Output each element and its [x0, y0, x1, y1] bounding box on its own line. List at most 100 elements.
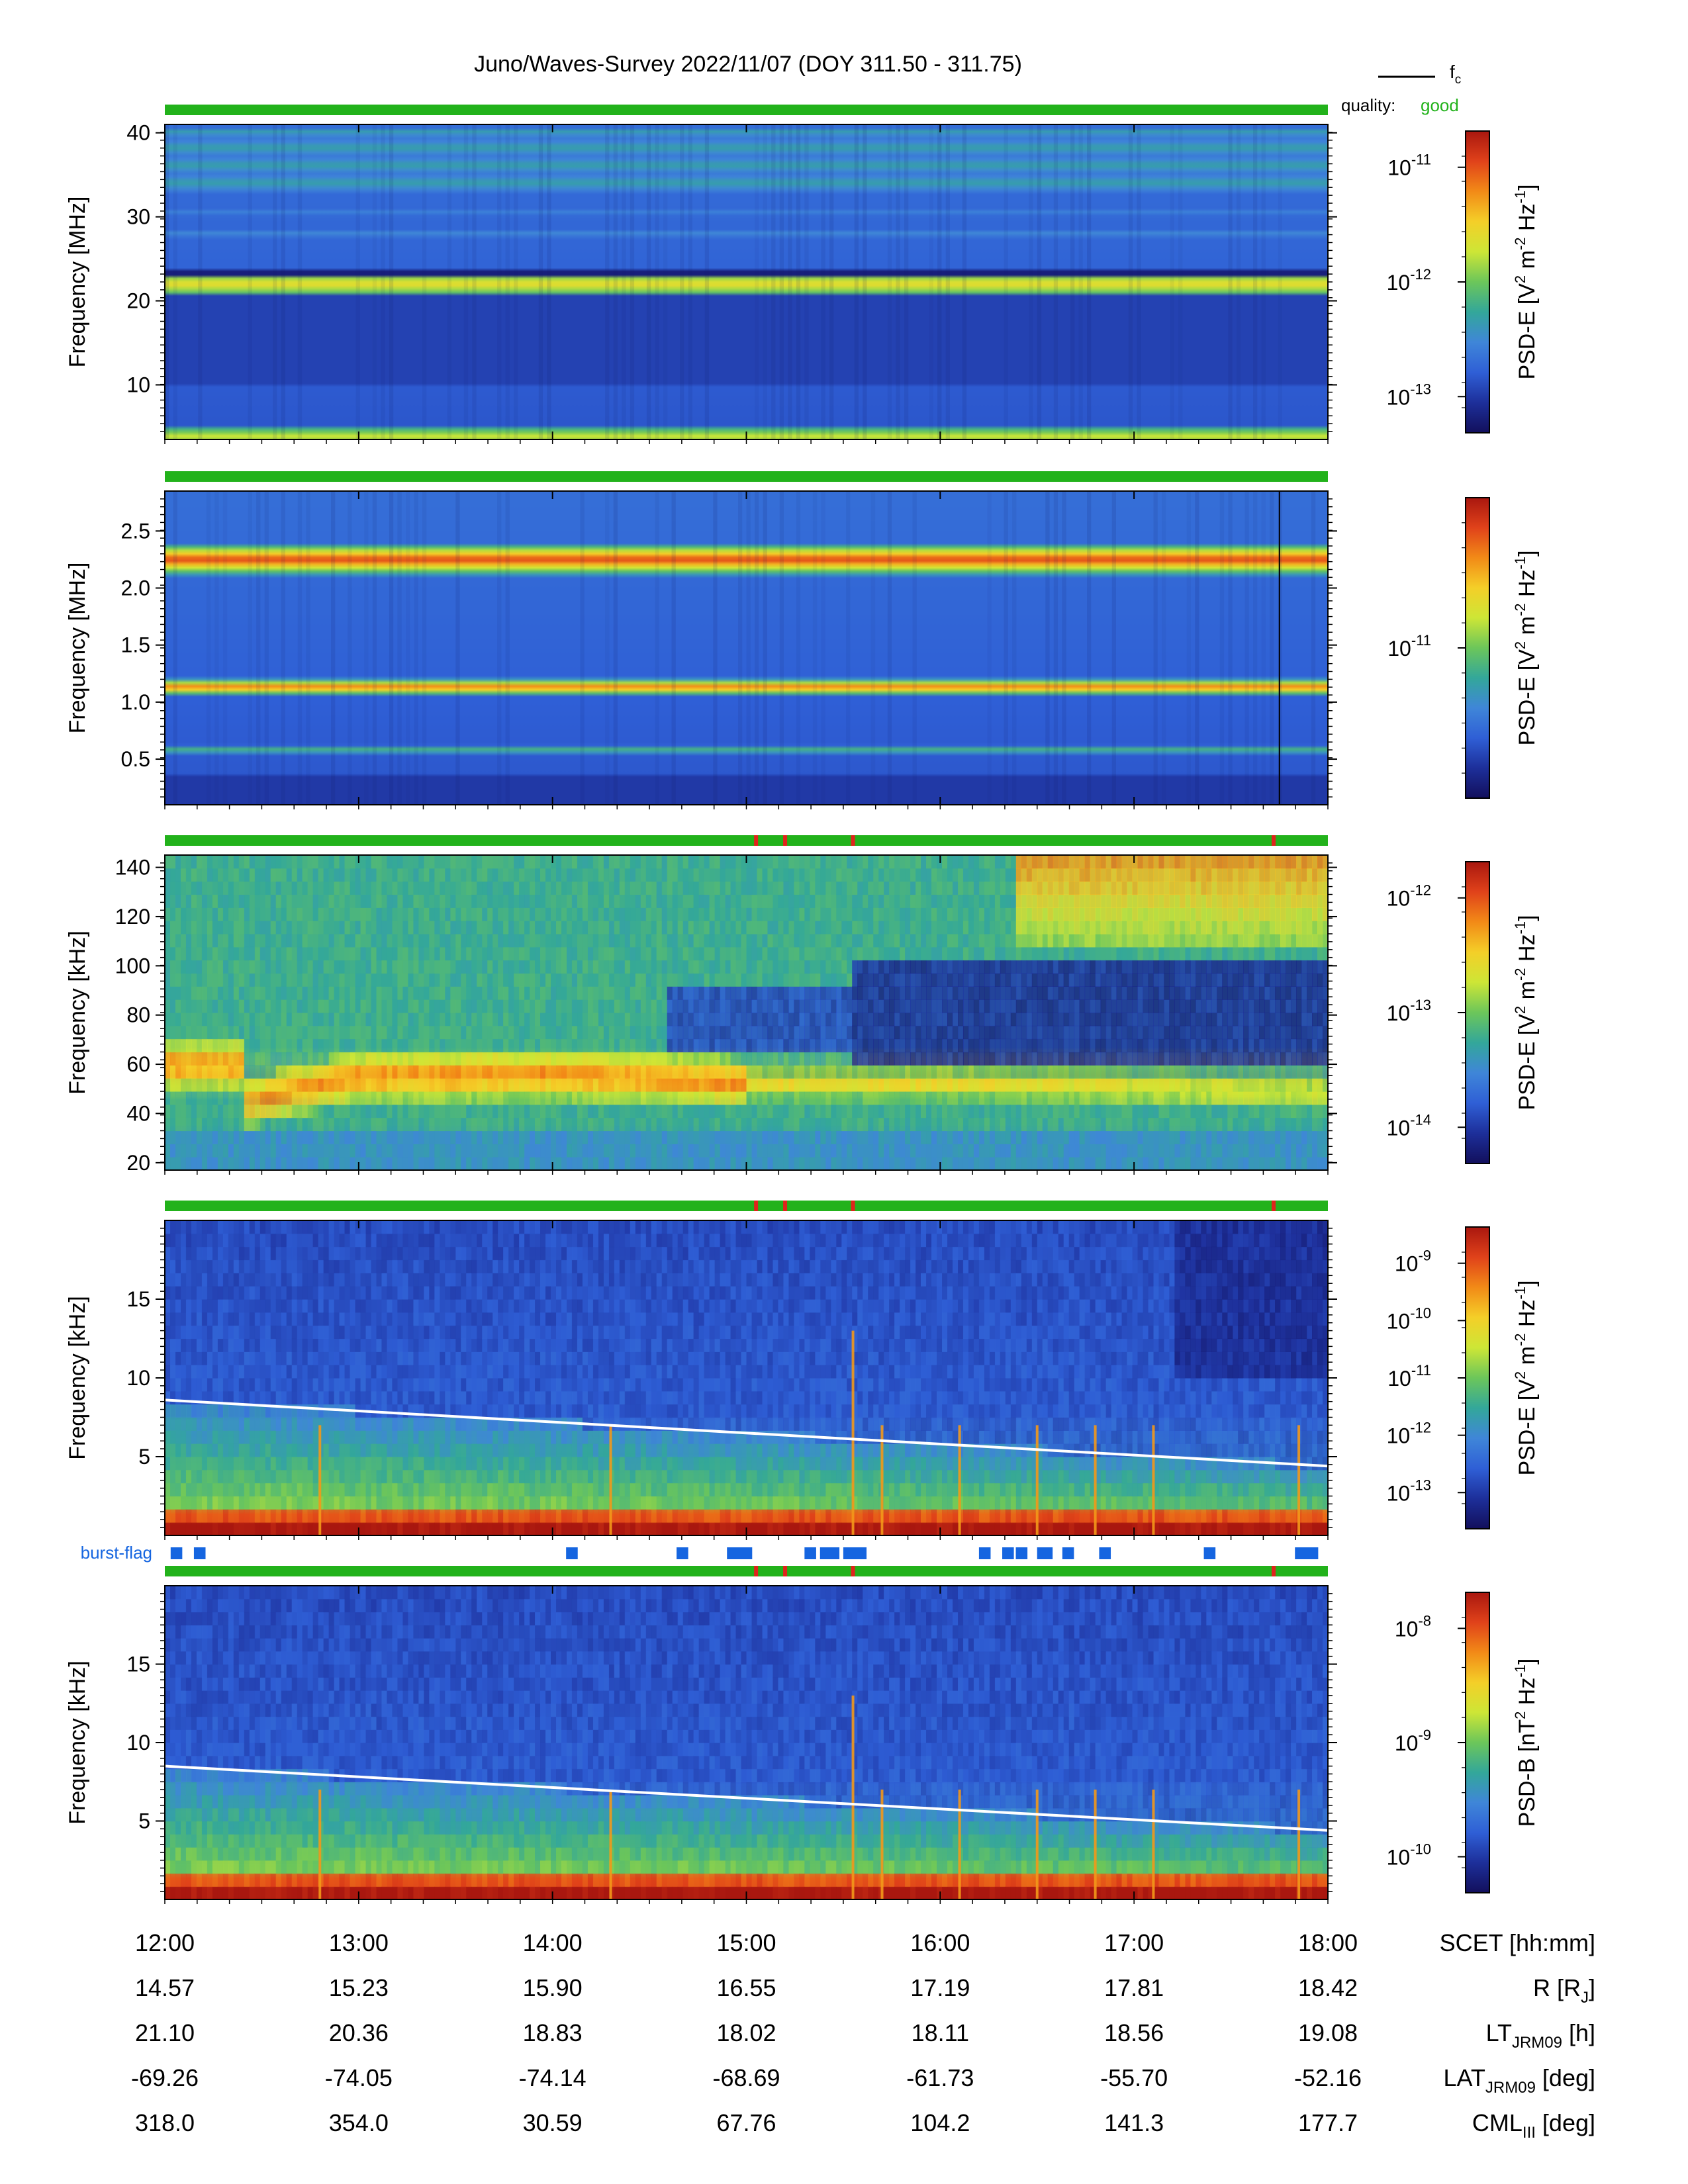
x-axis-value: 18.02 — [716, 2019, 776, 2046]
quality-bar — [165, 1566, 1328, 1576]
y-axis-label: Frequency [MHz] — [65, 563, 90, 734]
x-axis-value: -74.14 — [519, 2064, 586, 2091]
x-axis-table: 12:00 13:00 14:00 15:00 16:00 17:00 18:00 SCET … — [131, 1929, 1595, 2142]
colorbar-label: PSD-E [V2 m-2 Hz-1] — [1512, 915, 1540, 1110]
colorbar-ramp — [1465, 497, 1490, 799]
colorbar-label: PSD-B [nT2 Hz-1] — [1512, 1659, 1540, 1827]
x-axis-row-label: SCET [hh:mm] — [1440, 1929, 1595, 1956]
x-axis-value: 15:00 — [716, 1929, 776, 1956]
spectrogram-texture — [165, 124, 1282, 439]
colorbar-tick-label: 10-12 — [1387, 1420, 1431, 1448]
spectrogram-texture — [173, 491, 1316, 805]
quality-flag — [783, 1566, 788, 1576]
y-tick-label: 10 — [126, 1731, 150, 1754]
x-axis-value: 17.81 — [1104, 1974, 1164, 2001]
x-axis-value: 18.56 — [1104, 2019, 1164, 2046]
colorbar-tick-label: 10-8 — [1395, 1612, 1431, 1641]
quality-legend: quality: good — [1341, 95, 1459, 115]
quality-flag — [783, 835, 788, 846]
colorbar: 10-11 PSD-E [V2 m-2 Hz-1] — [1387, 497, 1540, 799]
x-axis-value: 14:00 — [523, 1929, 583, 1956]
burst-flag-segment — [1015, 1547, 1028, 1559]
x-axis-value: 354.0 — [329, 2109, 389, 2136]
fc-line — [164, 1764, 1329, 1832]
colorbar-tick-label: 10-11 — [1387, 1362, 1431, 1390]
burst-flag-segment — [1002, 1547, 1014, 1559]
spectrogram-panels: 10 20 30 40 Frequency [MHz] 10-11 10-12 10-13 PS… — [65, 105, 1540, 1904]
quality-bar — [165, 471, 1328, 482]
x-axis-value: 19.08 — [1298, 2019, 1358, 2046]
quality-flag — [851, 1201, 855, 1211]
quality-label: quality: — [1341, 95, 1395, 115]
burst-flag-segment — [193, 1547, 206, 1559]
colorbar-tick-label: 10-12 — [1387, 266, 1431, 295]
colorbar-tick-label: 10-9 — [1395, 1727, 1431, 1755]
x-axis-value: 18.83 — [523, 2019, 583, 2046]
burst-flag-segment — [843, 1547, 867, 1559]
spectrogram-texture — [165, 1220, 1329, 1536]
y-axis-label: Frequency [kHz] — [65, 1296, 90, 1460]
quality-bar — [165, 105, 1328, 115]
colorbar-tick-label: 10-13 — [1387, 997, 1431, 1025]
figure-title: Juno/Waves-Survey 2022/11/07 (DOY 311.50… — [474, 52, 1022, 77]
y-tick-label: 20 — [126, 1151, 150, 1175]
burst-flag-segment — [677, 1547, 688, 1559]
colorbar: 10-8 10-9 10-10 PSD-B [nT2 Hz-1] — [1387, 1592, 1540, 1893]
x-axis-value: 15.23 — [329, 1974, 389, 2001]
quality-flag — [754, 835, 759, 846]
quality-value: good — [1421, 95, 1459, 115]
quality-flag — [754, 1566, 759, 1576]
y-tick-label: 10 — [126, 373, 150, 396]
quality-flag — [783, 1201, 788, 1211]
y-tick-label: 10 — [126, 1366, 150, 1390]
colorbar-tick-label: 10-14 — [1387, 1111, 1431, 1140]
colorbar-label: PSD-E [V2 m-2 Hz-1] — [1512, 184, 1540, 379]
x-axis-value: 21.10 — [135, 2019, 195, 2046]
x-axis-value: -69.26 — [131, 2064, 199, 2091]
fc-line — [164, 1398, 1329, 1468]
fc-legend-label: fc — [1450, 62, 1461, 87]
colorbar-tick-label: 10-10 — [1387, 1304, 1431, 1333]
colorbar-ramp — [1465, 1226, 1490, 1529]
y-tick-label: 5 — [138, 1445, 150, 1469]
burst-flag-segment — [170, 1547, 183, 1559]
x-axis-value: 18.42 — [1298, 1974, 1358, 2001]
quality-bar — [165, 1201, 1328, 1211]
burst-flag-segment — [1062, 1547, 1074, 1559]
panel-5: 5 10 15 Frequency [kHz] 10-8 10-9 10-10 PSD-B [… — [65, 1566, 1540, 1904]
x-axis-row-label: LATJRM09 [deg] — [1444, 2064, 1595, 2097]
x-axis-value: -55.70 — [1100, 2064, 1168, 2091]
x-axis-value: 104.2 — [910, 2109, 970, 2136]
colorbar-tick-label: 10-12 — [1387, 882, 1431, 911]
x-axis-value: 20.36 — [329, 2019, 389, 2046]
quality-flag — [1272, 1566, 1276, 1576]
x-axis-value: 30.59 — [523, 2109, 583, 2136]
y-axis: 10 20 30 40 — [126, 121, 1337, 444]
x-axis-value: 67.76 — [716, 2109, 776, 2136]
y-tick-label: 1.0 — [121, 690, 150, 714]
x-axis-value: -74.05 — [325, 2064, 393, 2091]
burst-flag-segment — [1295, 1547, 1319, 1559]
burst-flag-segment — [820, 1547, 840, 1559]
x-axis-value: -68.69 — [712, 2064, 780, 2091]
colorbar: 10-9 10-10 10-11 10-12 10-13 PSD-E [V2 m-2 Hz… — [1387, 1226, 1540, 1529]
spectrogram-background — [165, 124, 1328, 439]
y-axis-label: Frequency [MHz] — [65, 197, 90, 368]
y-tick-label: 100 — [115, 954, 150, 978]
colorbar: 10-11 10-12 10-13 PSD-E [V2 m-2 Hz-1] — [1387, 130, 1540, 433]
quality-flag — [1272, 835, 1276, 846]
burst-flag-segment — [566, 1547, 578, 1559]
x-axis-value: 141.3 — [1104, 2109, 1164, 2136]
x-axis-value: 15.90 — [523, 1974, 583, 2001]
y-axis: 5 10 15 — [126, 1586, 1337, 1904]
x-axis-value: 18:00 — [1298, 1929, 1358, 1956]
burst-flag-segment — [1037, 1547, 1053, 1559]
quality-flag — [754, 1201, 759, 1211]
colorbar-ramp — [1465, 1592, 1490, 1893]
y-tick-label: 20 — [126, 289, 150, 313]
x-axis-value: 12:00 — [135, 1929, 195, 1956]
x-axis-value: -61.73 — [906, 2064, 974, 2091]
burst-flag-row: burst-flag — [81, 1543, 1319, 1563]
